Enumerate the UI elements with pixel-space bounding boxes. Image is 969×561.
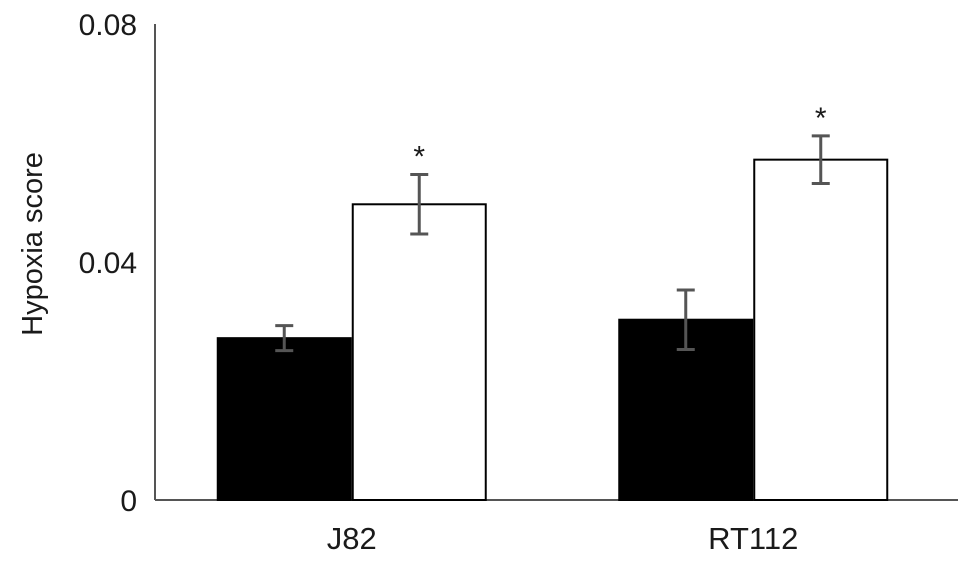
y-axis-title: Hypoxia score — [17, 152, 49, 336]
y-tick-label: 0 — [120, 485, 137, 518]
error-bars — [275, 134, 830, 353]
y-tick-label: 0.04 — [79, 247, 137, 280]
bar-rt112-2 — [753, 158, 889, 501]
significance-marks: ** — [413, 102, 827, 174]
bar-j82-2 — [351, 203, 487, 501]
bars — [216, 158, 889, 501]
significance-mark: * — [815, 102, 827, 135]
error-bar — [275, 324, 294, 353]
error-bar — [811, 134, 830, 185]
bar-j82-1 — [216, 337, 352, 501]
error-bar — [410, 173, 429, 236]
y-tick-label: 0.08 — [79, 9, 137, 42]
category-label: J82 — [327, 521, 377, 556]
error-bar — [676, 288, 695, 351]
category-label: RT112 — [708, 521, 798, 556]
y-tick-labels: 0 0.04 0.08 — [79, 9, 137, 518]
category-labels: J82 RT112 — [327, 521, 799, 556]
significance-mark: * — [413, 141, 425, 174]
